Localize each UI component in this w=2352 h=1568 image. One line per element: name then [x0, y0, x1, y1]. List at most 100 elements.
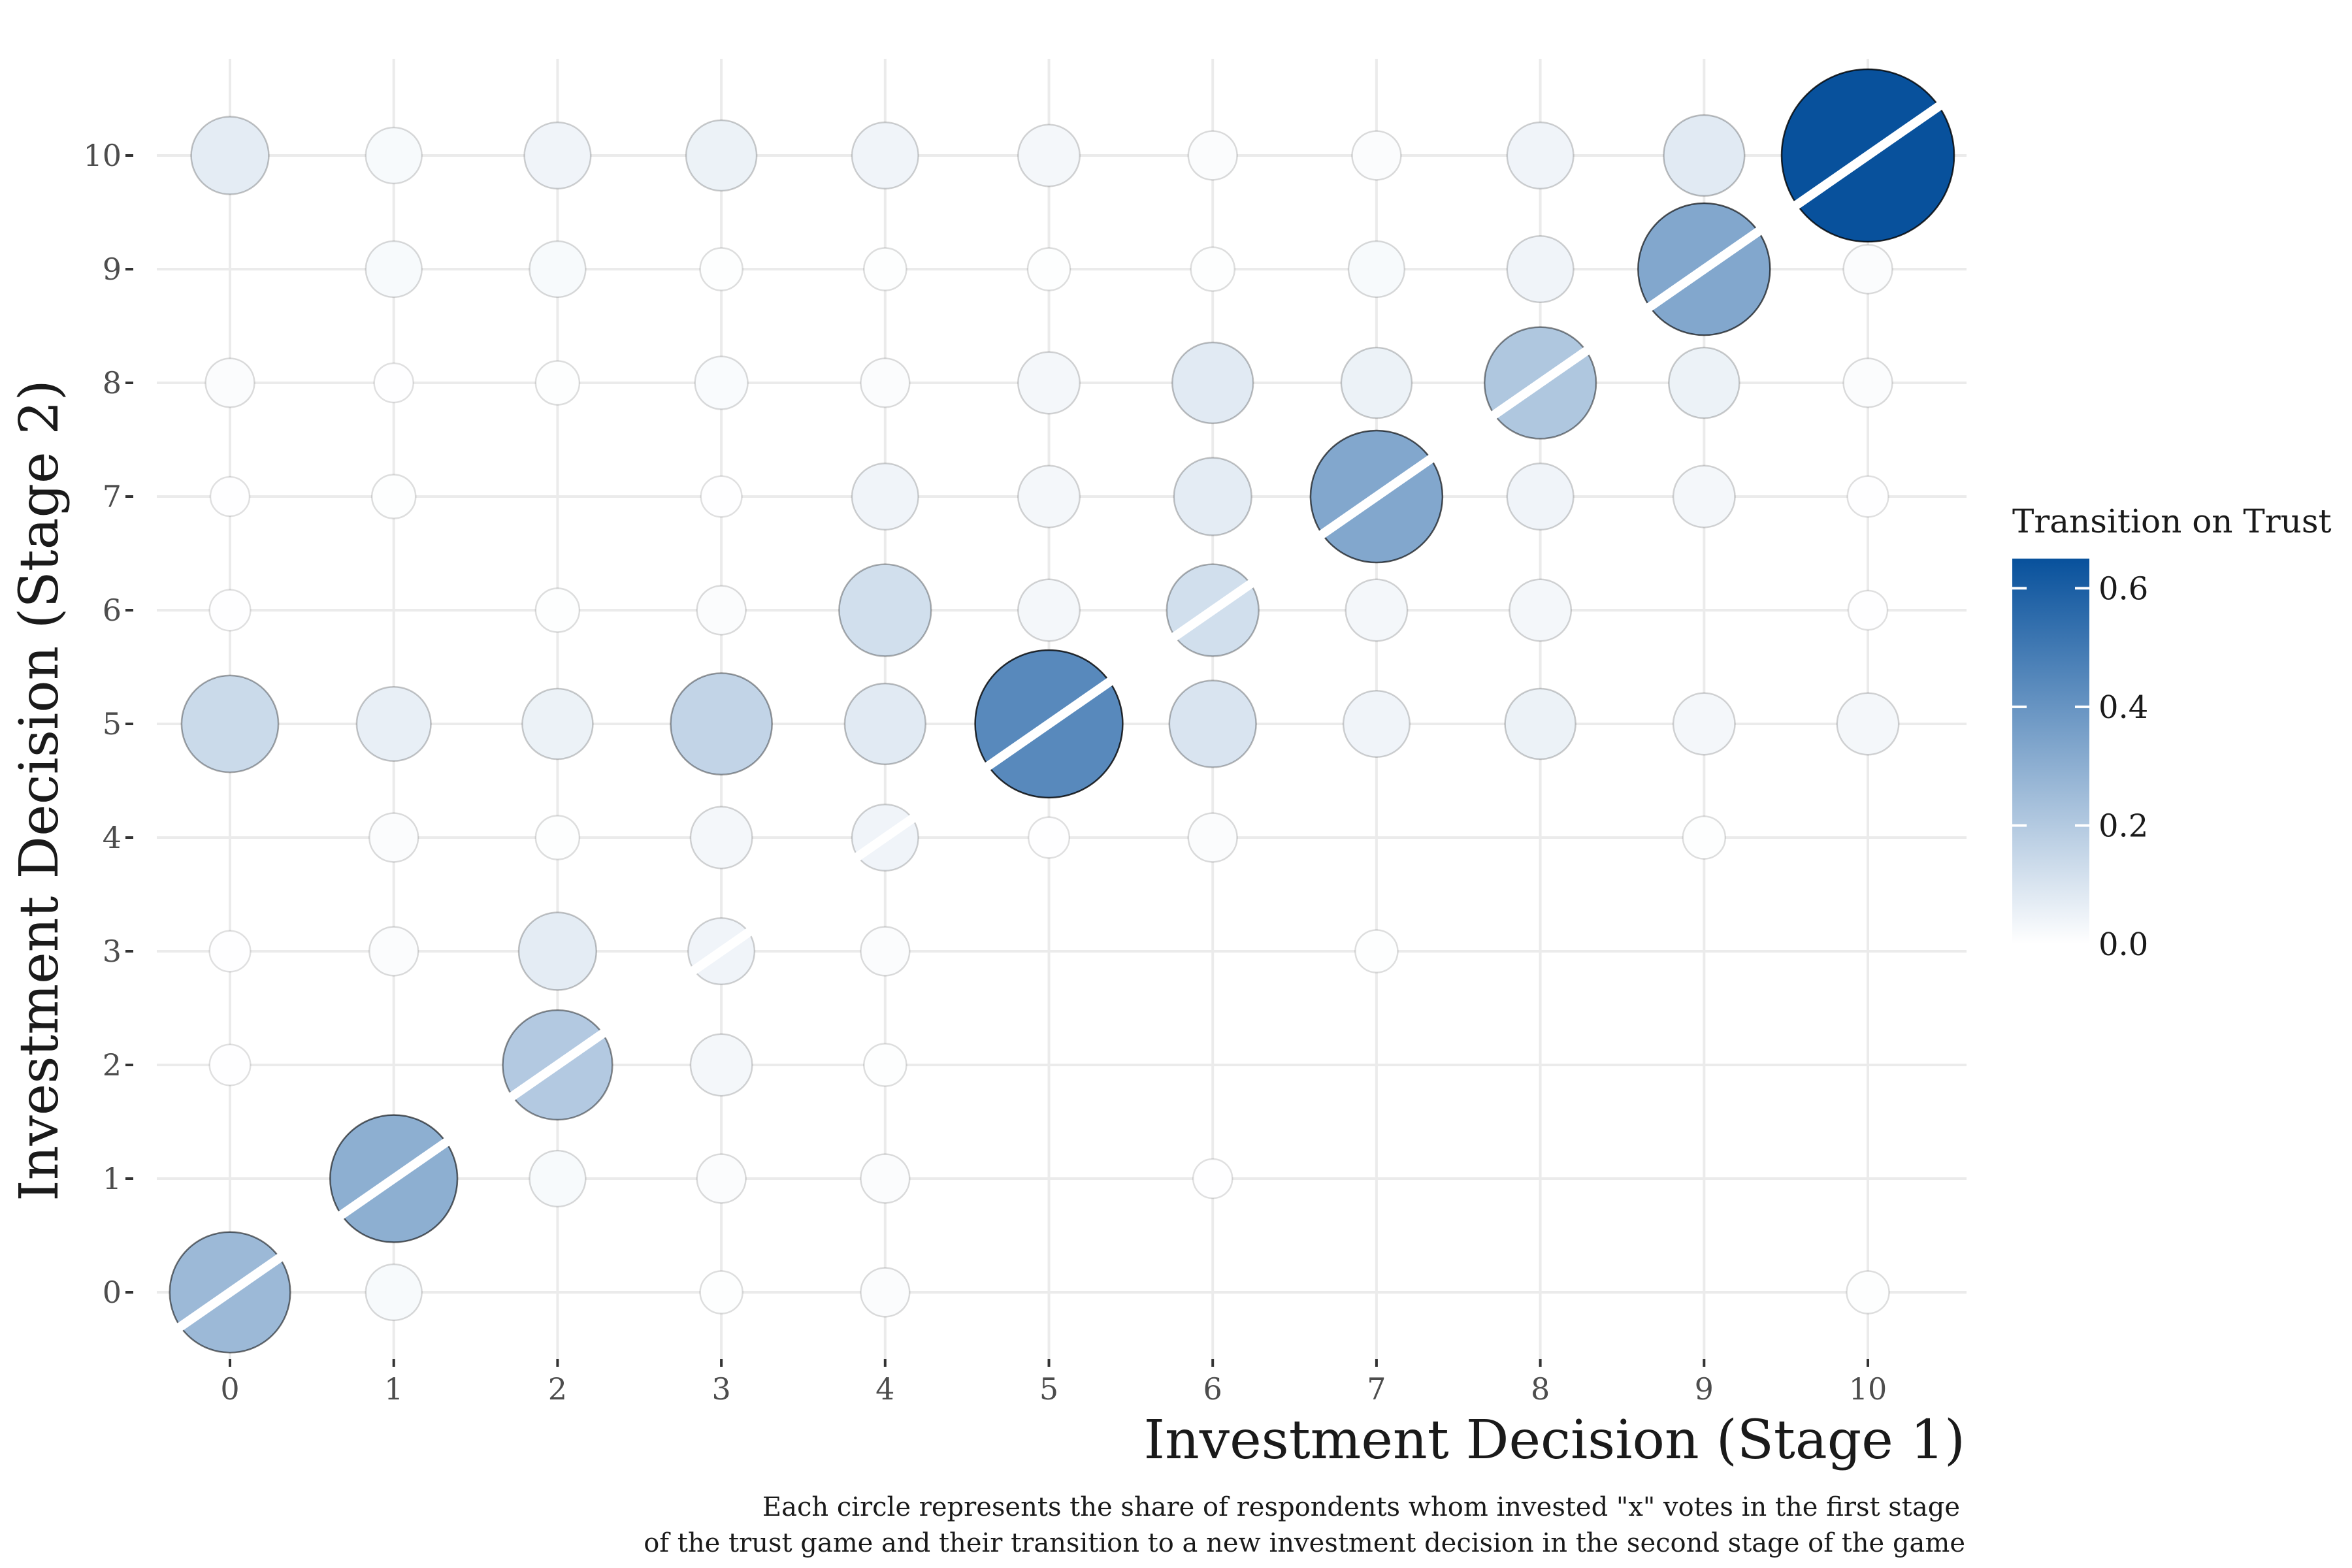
- bubble-point: [863, 247, 907, 291]
- x-tick-label: 10: [1849, 1371, 1887, 1407]
- x-axis-title: Investment Decision (Stage 1): [1144, 1409, 1965, 1471]
- bubble-point: [368, 812, 419, 863]
- bubble-point: [190, 116, 270, 195]
- bubble-point: [1173, 457, 1252, 536]
- bubble-point: [209, 476, 251, 517]
- bubble-point: [1017, 123, 1081, 188]
- bubble-point: [689, 806, 753, 870]
- bubble-point: [365, 240, 423, 299]
- bubble-point: [1842, 357, 1893, 408]
- bubble-point: [517, 911, 598, 991]
- bubble-point: [699, 247, 743, 291]
- bubble-point: [694, 355, 749, 410]
- bubble-point: [1187, 130, 1238, 181]
- bubble-point: [1340, 346, 1413, 419]
- legend-tick-label: 0.4: [2099, 689, 2148, 726]
- bubble-point: [1345, 578, 1409, 642]
- bubble-point: [696, 585, 747, 636]
- bubble-point: [860, 357, 911, 408]
- bubble-point: [1509, 578, 1573, 642]
- bubble-point: [1168, 679, 1257, 768]
- bubble-point: [685, 119, 758, 192]
- x-tick-label: 0: [220, 1371, 239, 1407]
- bubble-point: [860, 1267, 911, 1318]
- bubble-point: [1672, 692, 1736, 756]
- legend-title: Transition on Trust: [2012, 502, 2332, 540]
- bubble-point: [838, 563, 932, 657]
- bubble-point: [521, 687, 594, 760]
- bubble-point: [1672, 465, 1736, 529]
- x-tick-label: 6: [1203, 1371, 1222, 1407]
- y-tick-label: 2: [103, 1047, 122, 1083]
- bubble-point: [1663, 114, 1746, 197]
- bubble-point: [700, 475, 743, 518]
- diagonal-layer: [170, 98, 1948, 1336]
- bubble-point: [368, 926, 419, 977]
- legend-tick-label: 0.6: [2099, 570, 2148, 607]
- bubble-point: [1171, 341, 1254, 425]
- bubble-point: [863, 1043, 907, 1087]
- y-tick-label: 4: [103, 820, 122, 855]
- bubble-point: [1354, 929, 1399, 973]
- bubble-point: [523, 121, 592, 190]
- bubble-point: [1846, 1270, 1890, 1315]
- bubble-point: [529, 240, 587, 299]
- bubble-point: [365, 1263, 423, 1322]
- bubble-point: [1017, 351, 1081, 415]
- x-tick-label: 5: [1039, 1371, 1058, 1407]
- bubble-point: [1836, 692, 1900, 756]
- bubble-point: [1190, 246, 1235, 292]
- bubble-point: [1347, 240, 1406, 299]
- y-tick-label: 6: [103, 593, 122, 628]
- bubble-point: [1351, 130, 1402, 181]
- y-tick-label: 9: [103, 252, 122, 287]
- x-tick-label: 4: [875, 1371, 894, 1407]
- y-tick-label: 10: [83, 138, 122, 173]
- bubble-point: [1847, 589, 1889, 631]
- x-tick-label: 8: [1531, 1371, 1550, 1407]
- bubble-point: [1017, 578, 1081, 642]
- bubble-point: [529, 1149, 587, 1208]
- bubble-point: [370, 474, 417, 519]
- legend-colorbar: [2012, 559, 2089, 944]
- caption-line-1: Each circle represents the share of resp…: [762, 1492, 1960, 1522]
- bubble-point: [670, 672, 773, 776]
- bubble-point: [355, 685, 432, 762]
- bubble-point: [208, 930, 252, 973]
- y-tick-label: 5: [103, 706, 122, 742]
- x-tick-label: 7: [1367, 1371, 1386, 1407]
- bubble-point: [208, 589, 252, 632]
- diagonal-line: [170, 98, 1948, 1336]
- bubble-point: [1187, 812, 1238, 863]
- bubble-point: [860, 926, 911, 977]
- x-tick-label: 2: [548, 1371, 567, 1407]
- y-tick-label: 1: [103, 1161, 122, 1196]
- x-tick-label: 9: [1695, 1371, 1714, 1407]
- bubble-layer: [169, 68, 1955, 1354]
- y-tick-label: 7: [103, 479, 122, 514]
- bubble-point: [851, 462, 919, 531]
- bubble-point: [1506, 121, 1575, 190]
- y-axis-title: Investment Decision (Stage 2): [8, 380, 71, 1201]
- bubble-point: [1846, 475, 1889, 518]
- legend-tick-label: 0.0: [2099, 926, 2148, 963]
- bubble-point: [1027, 816, 1071, 859]
- bubble-point: [534, 815, 581, 860]
- bubble-point: [1506, 235, 1575, 304]
- bubble-point: [365, 126, 423, 185]
- bubble-point: [1342, 689, 1411, 759]
- bubble-point: [534, 587, 581, 633]
- bubble-point: [1506, 462, 1575, 531]
- bubble-point: [696, 1153, 747, 1204]
- bubble-point: [534, 360, 581, 406]
- x-tick-label: 1: [384, 1371, 403, 1407]
- bubble-point: [1682, 815, 1727, 860]
- bubble-point: [851, 121, 919, 190]
- tick-layer: 0 1 2 3 4 5 6 7 8 9 10 0 1 2 3 4 5 6 7 8 9 10: [83, 138, 1887, 1407]
- y-tick-label: 3: [103, 934, 122, 969]
- bubble-point: [204, 357, 255, 408]
- bubble-point: [843, 682, 926, 766]
- bubble-point: [208, 1043, 252, 1086]
